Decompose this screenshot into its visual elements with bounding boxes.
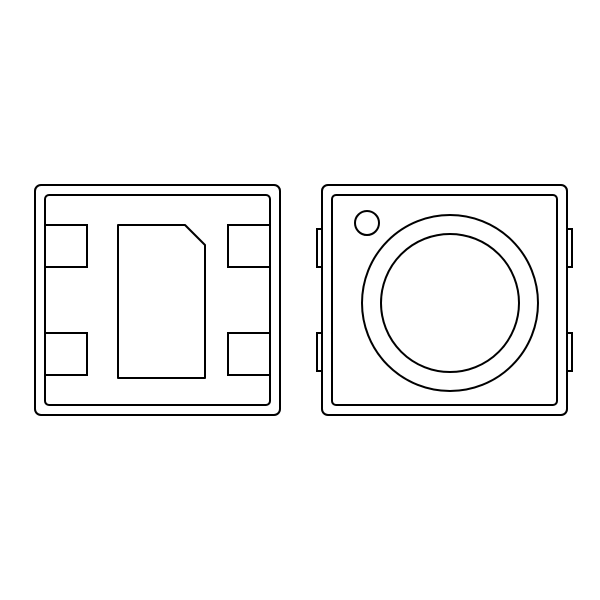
package-left [35,185,280,415]
package-right [317,185,572,415]
package-left-die [118,225,205,378]
package-right-pin1-marker [355,211,379,235]
package-right-lens-inner [381,234,519,372]
package-left-pad-4 [228,333,270,375]
package-left-pad-3 [228,225,270,267]
package-left-pad-1 [45,225,87,267]
component-package-diagram [0,0,600,600]
package-left-pad-2 [45,333,87,375]
